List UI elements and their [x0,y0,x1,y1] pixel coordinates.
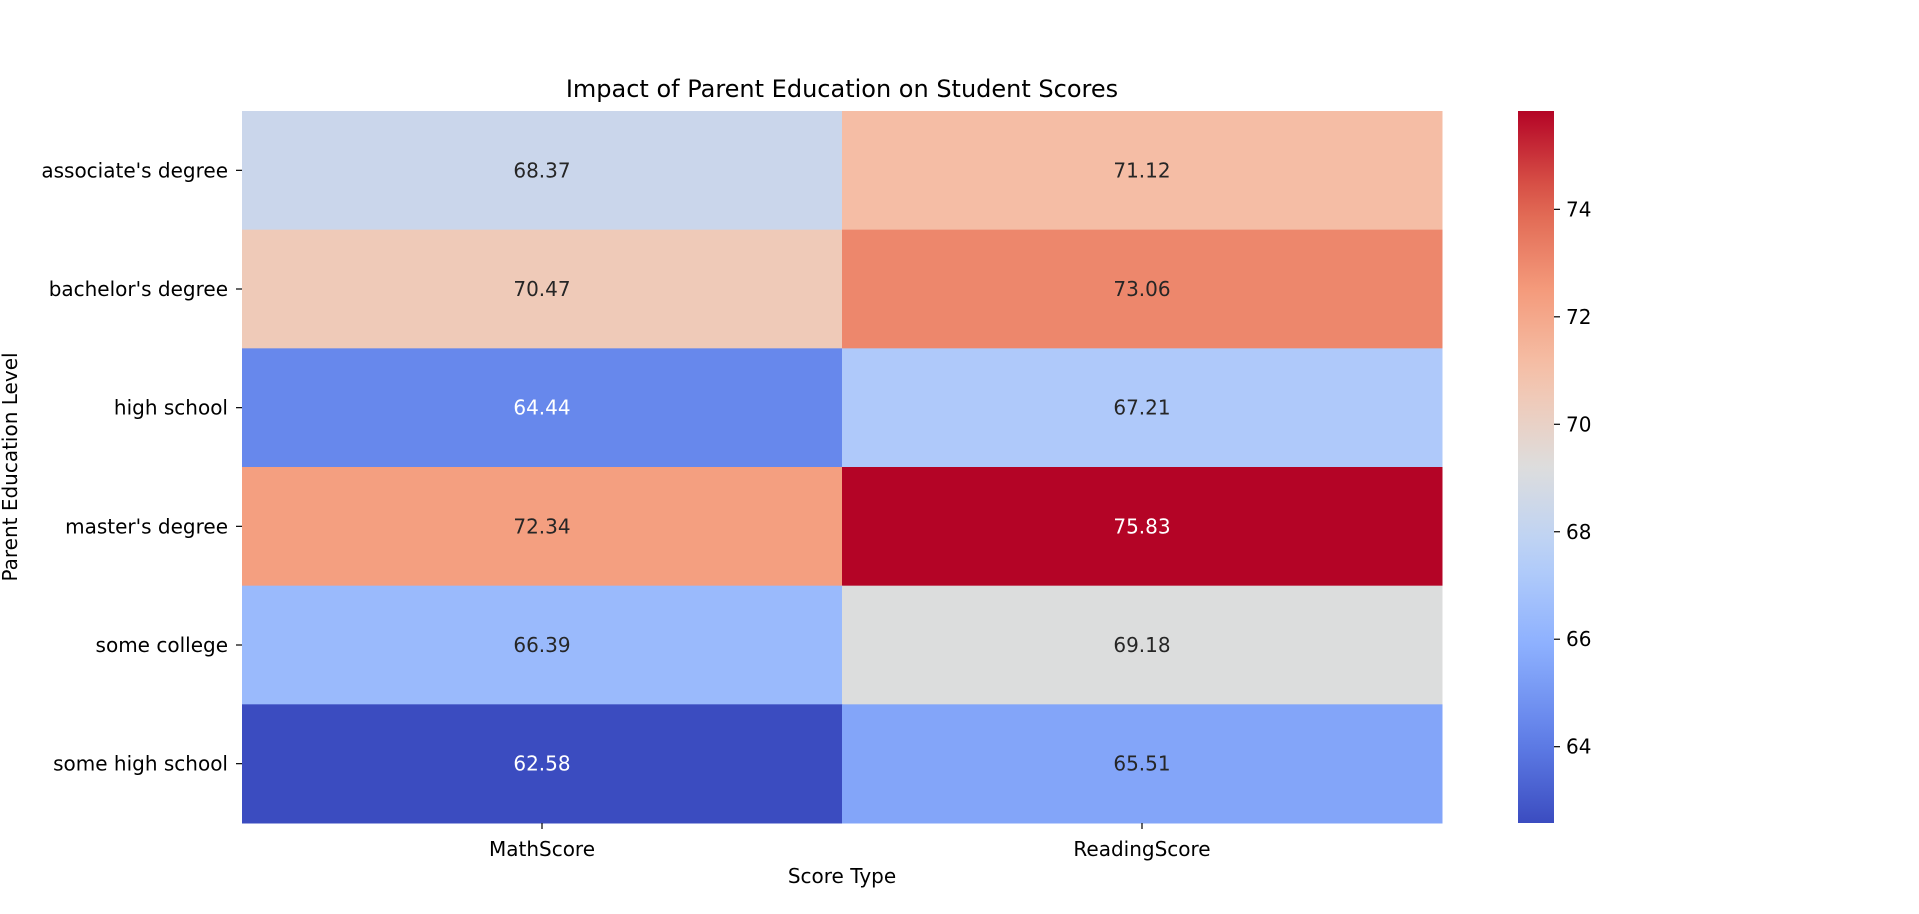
colorbar-tick-label: 70 [1566,412,1591,436]
colorbar-tick-label: 64 [1566,735,1591,759]
heatmap-cell [242,111,843,231]
heatmap-cell-label: 68.37 [513,158,570,182]
x-tick-label: ReadingScore [1073,837,1210,861]
heatmap-cell-label: 69.18 [1113,633,1170,657]
heatmap-cell [842,111,1443,231]
heatmap-cell-label: 71.12 [1113,158,1170,182]
heatmap-cell [842,585,1443,705]
heatmap-cell [842,467,1443,587]
heatmap-cell-label: 62.58 [513,752,570,776]
colorbar [1518,111,1554,823]
heatmap-cell [242,467,843,587]
heatmap-cell-label: 72.34 [513,514,570,538]
y-tick-label: bachelor's degree [49,277,228,301]
heatmap-cell [842,704,1443,824]
y-tick-label: high school [114,396,228,420]
heatmap-cell-label: 75.83 [1113,514,1170,538]
heatmap-cell [242,585,843,705]
y-axis-label: Parent Education Level [0,352,22,581]
heatmap-cell-labels: 68.37 71.12 70.47 73.06 64.44 67.21 72.34 75.83… [513,158,1170,775]
heatmap-cell-label: 64.44 [513,396,570,420]
heatmap-cell [242,704,843,824]
y-tick-label: master's degree [65,514,228,538]
colorbar-tick-label: 74 [1566,197,1591,221]
y-axis: associate's degree bachelor's degree high … [41,158,242,776]
heatmap-cell-label: 67.21 [1113,396,1170,420]
x-axis: MathScore ReadingScore [489,823,1211,861]
y-tick-label: associate's degree [41,158,228,182]
heatmap-cell-label: 65.51 [1113,752,1170,776]
heatmap-cell-label: 73.06 [1113,277,1170,301]
x-axis-label: Score Type [788,864,896,888]
colorbar-tick-label: 66 [1566,627,1591,651]
heatmap-cell [842,348,1443,468]
x-tick-label: MathScore [489,837,595,861]
colorbar-tick-label: 68 [1566,520,1591,544]
colorbar-ticks: 64 66 68 70 72 74 [1554,197,1591,759]
heatmap-cell [242,229,843,349]
y-tick-label: some high school [53,752,228,776]
colorbar-tick-label: 72 [1566,305,1591,329]
heatmap-cell-label: 66.39 [513,633,570,657]
chart-title: Impact of Parent Education on Student Sc… [566,75,1118,103]
heatmap-cells [242,111,1443,824]
heatmap-cell [842,229,1443,349]
heatmap-cell-label: 70.47 [513,277,570,301]
y-tick-label: some college [96,633,228,657]
heatmap-cell [242,348,843,468]
